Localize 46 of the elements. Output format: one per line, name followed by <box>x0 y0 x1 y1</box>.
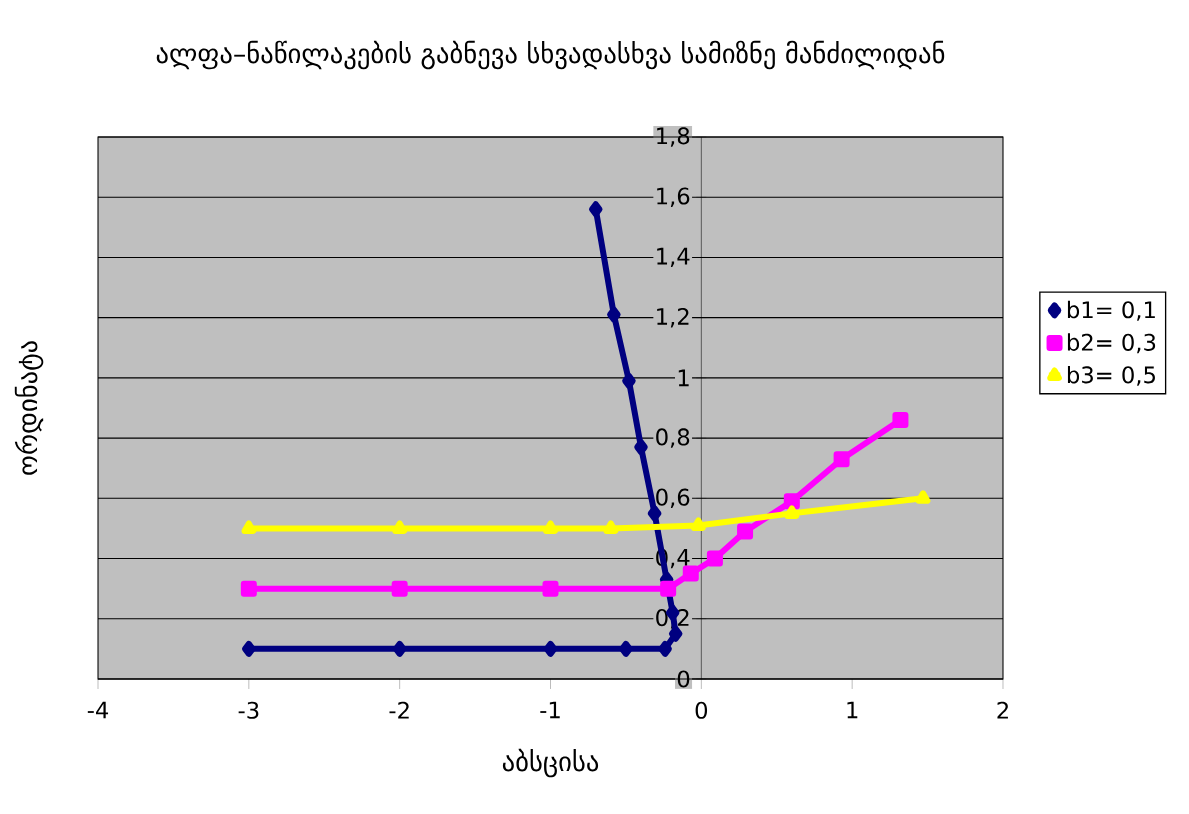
point <box>392 520 407 534</box>
point <box>589 201 603 218</box>
point <box>690 517 706 531</box>
y-tick-label: 0,6 <box>656 488 690 509</box>
point <box>542 580 559 597</box>
y-tick-label: 0 <box>677 670 690 688</box>
point <box>706 550 723 567</box>
y-tick-label: 1,8 <box>657 127 690 147</box>
y-tick-label: 1,4 <box>657 247 690 268</box>
point <box>619 640 633 657</box>
point <box>241 520 257 534</box>
point <box>915 490 931 504</box>
point <box>607 306 621 323</box>
x-tick-label: -1 <box>540 701 560 719</box>
point <box>658 640 672 657</box>
point <box>783 493 800 510</box>
point <box>784 505 800 519</box>
x-tick-label: 0 <box>695 701 708 719</box>
x-axis-title: აბსცისა <box>502 748 599 778</box>
legend-label: b2= 0,3 <box>1067 333 1156 354</box>
point <box>622 372 636 389</box>
point <box>242 640 256 657</box>
x-tick-label: 2 <box>997 701 1008 719</box>
y-tick-label: 0,8 <box>656 428 690 448</box>
point <box>660 580 677 597</box>
point <box>634 439 648 456</box>
point <box>392 640 407 657</box>
point <box>543 520 558 534</box>
x-tick-label: 1 <box>847 701 858 719</box>
y-tick-label: 1,6 <box>657 187 690 207</box>
point <box>391 580 408 597</box>
legend-label: b3= 0,5 <box>1067 365 1155 386</box>
x-tick-label: -2 <box>389 701 409 719</box>
y-tick-label: 1 <box>678 369 689 387</box>
y-tick-label: 1,2 <box>657 307 689 328</box>
x-tick-label: -4 <box>87 701 109 719</box>
point <box>240 580 257 597</box>
point <box>737 523 754 540</box>
x-tick-label: -3 <box>238 701 259 719</box>
chart-title: ალფა–ნაწილაკების გაბნევა სხვადასხვა სამიზნე მანძილიდან <box>156 40 945 70</box>
point <box>833 451 850 468</box>
point <box>603 520 619 534</box>
y-axis-title: ორდინატა <box>14 341 44 475</box>
legend-label: b1= 0,1 <box>1067 300 1155 321</box>
point <box>892 412 909 429</box>
point <box>543 640 558 657</box>
